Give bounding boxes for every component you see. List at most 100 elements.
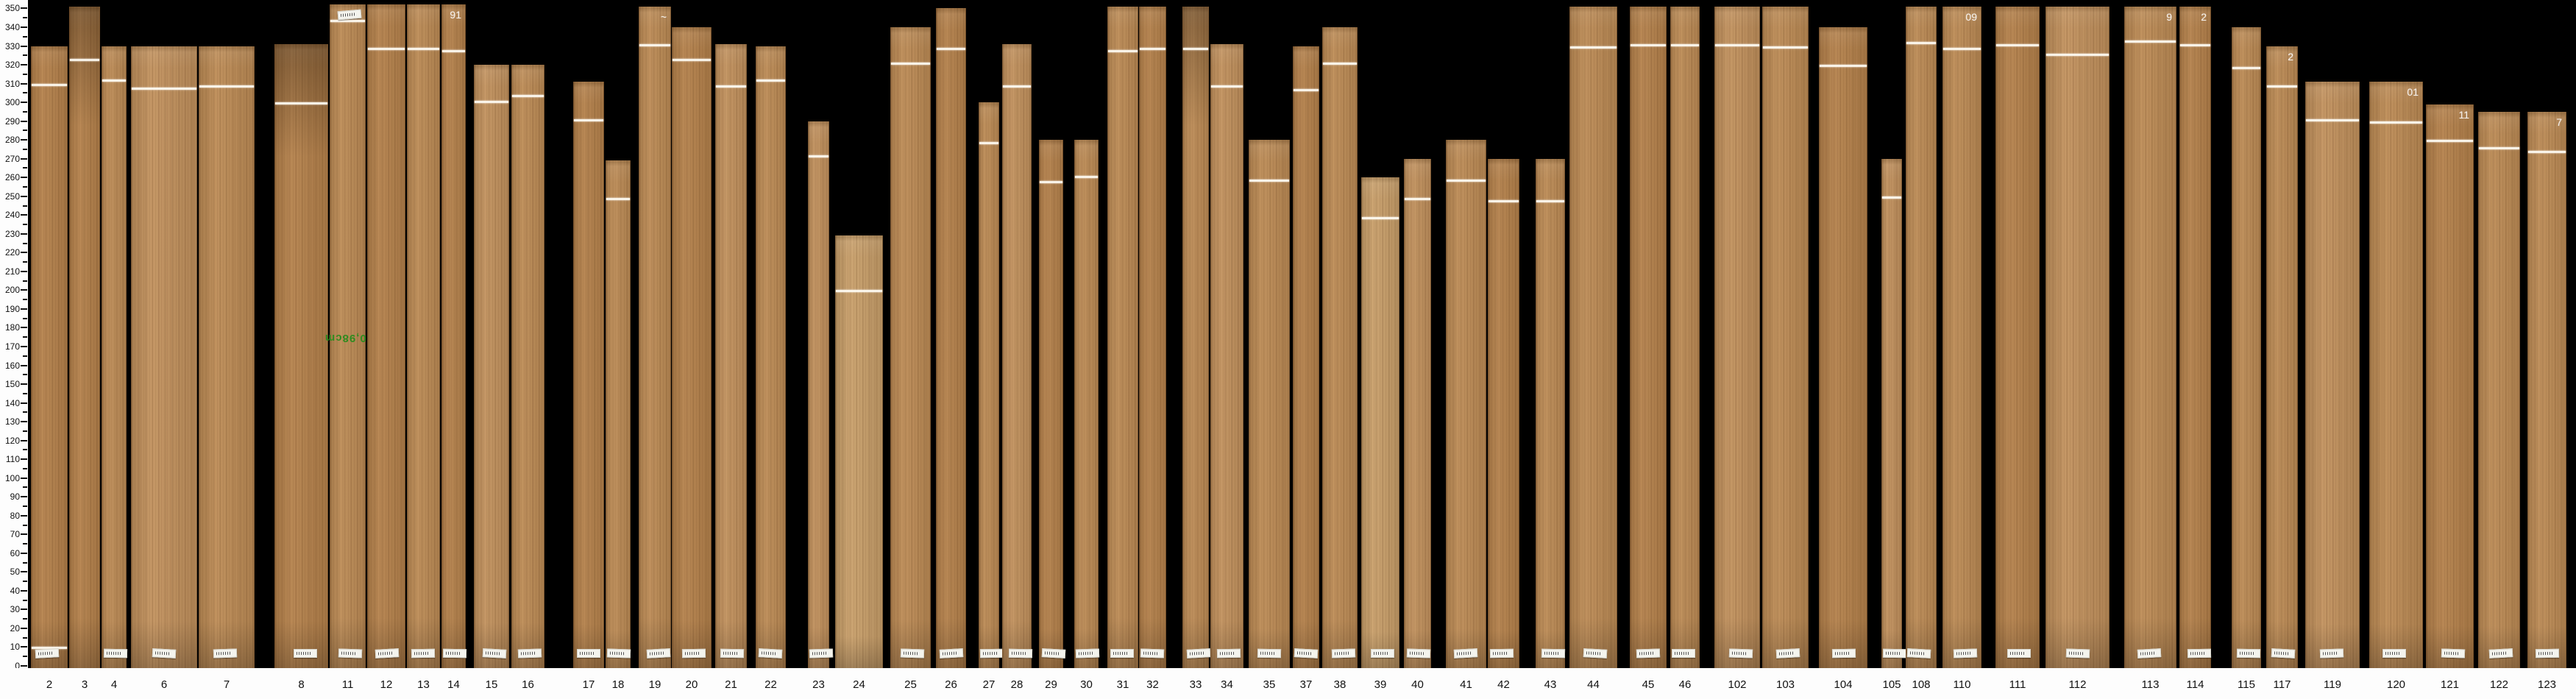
ruler-tick [21, 252, 27, 254]
specimen-barcode-tag [1257, 648, 1282, 659]
white-line-mark [891, 63, 930, 65]
plank-number-label: 102 [1728, 678, 1747, 691]
plank-number-label: 24 [853, 678, 865, 691]
white-line-mark [1570, 46, 1617, 49]
specimen-barcode-tag [646, 648, 671, 659]
white-line-mark [673, 59, 711, 62]
wood-grain-texture [199, 46, 254, 671]
barcode-stripes [341, 651, 357, 656]
ruler-tick [21, 571, 27, 573]
specimen-barcode-tag [1453, 648, 1477, 659]
ruler-tick-label: 310 [4, 78, 20, 89]
plank-number-label: 45 [1642, 678, 1655, 691]
plank-number-label: 113 [2141, 678, 2160, 691]
plank-113: 9 [2124, 6, 2176, 671]
plank-25 [890, 26, 931, 671]
white-line-mark [1536, 199, 1564, 202]
wood-grain-texture [2180, 6, 2210, 671]
barcode-stripes [2538, 651, 2554, 656]
plank-number-label: 28 [1010, 678, 1023, 691]
ruler-tick [21, 214, 27, 216]
plank-number-label: 117 [2273, 678, 2291, 691]
wood-grain-texture [408, 4, 439, 671]
chalk-mark: 11 [2458, 108, 2469, 121]
plank-number-label: 30 [1080, 678, 1093, 691]
white-line-mark [1631, 43, 1666, 46]
ruler-tick [23, 543, 27, 545]
barcode-stripes [1731, 651, 1748, 656]
plank-number-label: 32 [1146, 678, 1159, 691]
barcode-stripes [296, 652, 312, 656]
plank-number-label: 4 [110, 678, 118, 691]
plank-115 [2232, 26, 2261, 671]
plank-16 [511, 65, 544, 671]
wood-grain-texture [639, 6, 670, 671]
plank-11: 20,98cm [324, 4, 373, 671]
wood-grain-texture [937, 8, 965, 671]
white-line-mark [475, 100, 508, 103]
ruler-tick [21, 233, 27, 235]
white-line-mark [809, 155, 828, 157]
white-line-mark [2370, 121, 2422, 124]
specimen-barcode-tag [517, 648, 542, 659]
chalk-mark: 09 [1965, 10, 1977, 23]
ruler-tick [21, 646, 27, 648]
barcode-stripes [2322, 651, 2339, 656]
specimen-barcode-tag [1831, 648, 1856, 659]
plank-number-label: 104 [1834, 678, 1853, 691]
ruler-tick [21, 496, 27, 498]
ruler-tick-label: 350 [4, 3, 20, 14]
ruler-tick [23, 486, 27, 489]
specimen-barcode-tag [2382, 649, 2406, 659]
plank-number-label: 123 [2537, 678, 2557, 691]
ruler-tick [23, 656, 27, 658]
ruler-tick [23, 35, 27, 38]
plank-number-label: 108 [1912, 678, 1931, 691]
wood-grain-texture [2427, 104, 2473, 671]
ruler-tick [23, 374, 27, 376]
ruler-tick [23, 449, 27, 451]
ruler-tick-label: 60 [10, 547, 20, 558]
specimen-barcode-tag [1541, 648, 1566, 659]
ruler-tick-label: 180 [4, 322, 20, 333]
ruler-tick [21, 383, 27, 386]
wood-grain-texture [1715, 6, 1759, 671]
ruler-tick [21, 64, 27, 66]
barcode-stripes [2385, 652, 2401, 656]
ruler-tick [21, 45, 27, 47]
white-line-mark [1882, 196, 1901, 199]
white-line-mark [1183, 48, 1208, 51]
chalk-mark: 2 [2288, 50, 2293, 63]
plank-37 [1293, 46, 1319, 671]
plank-44 [1569, 6, 1617, 671]
barcode-stripes [2190, 651, 2206, 656]
specimen-barcode-tag [2137, 648, 2161, 659]
plank-number-label: 11 [341, 678, 354, 691]
specimen-barcode-tag [2065, 648, 2090, 659]
plank-40 [1404, 158, 1431, 671]
plank-number-label: 46 [1678, 678, 1692, 691]
barcode-stripes [580, 652, 595, 656]
specimen-barcode-tag [1583, 648, 1607, 659]
barcode-stripes [340, 13, 356, 18]
plank-19: ~ [639, 6, 671, 671]
wood-grain-texture [1140, 6, 1165, 671]
plank-14: 91 [441, 4, 467, 671]
ruler-tick [21, 421, 27, 423]
ruler-tick-label: 150 [4, 379, 20, 390]
ruler-tick [23, 224, 27, 226]
white-line-mark [1489, 199, 1519, 202]
barcode-stripes [1544, 651, 1561, 656]
chalk-mark: 91 [450, 9, 461, 21]
white-line-mark [132, 87, 196, 90]
plank-121: 11 [2426, 104, 2474, 671]
plank-123: 7 [2527, 111, 2566, 671]
specimen-barcode-tag [2236, 648, 2261, 659]
wood-grain-texture [1447, 140, 1486, 671]
plank-number-label: 120 [2386, 678, 2406, 691]
ruler-tick [21, 514, 27, 517]
ruler-tick [23, 92, 27, 94]
barcode-stripes [1409, 651, 1425, 656]
ruler-tick [23, 148, 27, 150]
plank-114: 2 [2179, 6, 2211, 671]
